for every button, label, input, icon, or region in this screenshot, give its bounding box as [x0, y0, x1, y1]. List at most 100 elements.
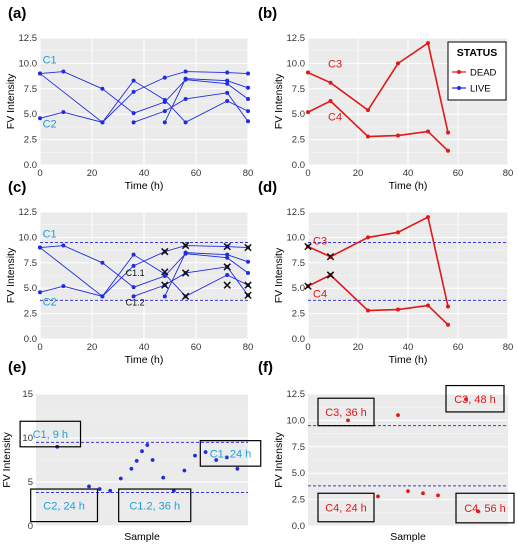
data-point — [225, 78, 230, 83]
x-axis-label: Sample — [124, 531, 160, 543]
annotation-box — [445, 384, 505, 413]
cross-marker — [181, 292, 190, 301]
annotation-box — [199, 440, 262, 467]
series-line — [164, 78, 249, 123]
annotation-box-label: C1.2, 36 h — [129, 500, 180, 512]
data-point — [246, 259, 250, 264]
panel-c: (c) 0.0 2.5 5.0 7.5 10.0 12.5 0 20 40 60 80 Time (h)… — [5, 179, 253, 366]
y-tick-label: 2.5 — [292, 309, 305, 320]
y-axis-label: FV Intensity — [5, 247, 17, 303]
data-point — [436, 493, 440, 498]
x-tick-label: 40 — [139, 168, 150, 179]
series-line — [39, 245, 249, 288]
y-axis-label: FV Intensity — [5, 73, 17, 129]
series-line — [307, 41, 449, 133]
data-point — [225, 98, 230, 103]
data-point — [225, 70, 230, 75]
data-point — [446, 148, 450, 153]
data-point — [162, 109, 167, 114]
data-point — [203, 450, 208, 454]
y-tick-label: 5.0 — [24, 109, 37, 120]
data-point — [38, 116, 42, 121]
data-point — [171, 488, 176, 493]
series-line — [307, 274, 449, 326]
data-point — [224, 455, 229, 460]
data-point — [100, 86, 105, 91]
cross-marker — [181, 269, 190, 277]
data-point — [328, 80, 333, 85]
panel-title: (e) — [8, 359, 26, 376]
panel-d: (d) 0.0 2.5 5.0 7.5 10.0 12.5 0 20 40 60 80 Time (h)… — [258, 179, 513, 366]
x-tick-label: 40 — [403, 342, 414, 353]
data-point — [161, 475, 166, 480]
y-tick-label: 7.5 — [292, 442, 305, 453]
legend-swatch-dot — [457, 70, 461, 74]
cross-marker — [161, 247, 169, 256]
annotation-box — [30, 488, 99, 523]
data-point — [162, 120, 167, 125]
cross-marker — [161, 281, 169, 289]
y-tick-label: 5.0 — [24, 283, 37, 294]
panel-title: (f) — [258, 359, 273, 376]
annotation-box-label: C3, 36 h — [325, 407, 367, 419]
y-tick-label: 7.5 — [292, 258, 305, 269]
y-tick-label: 10.0 — [287, 58, 306, 69]
series-annotation: C3 — [328, 58, 342, 70]
y-tick-label: 10.0 — [19, 58, 38, 69]
y-tick-label: 0.0 — [24, 160, 37, 171]
data-point — [145, 443, 150, 447]
data-point — [131, 263, 136, 268]
data-point — [162, 97, 167, 102]
x-tick-label: 80 — [243, 168, 254, 179]
data-point — [426, 215, 430, 220]
data-point — [246, 96, 250, 101]
x-axis-label: Time (h) — [389, 354, 428, 366]
data-point — [446, 322, 450, 327]
y-tick-label: 7.5 — [24, 258, 37, 269]
annotation-box — [317, 397, 375, 427]
data-point — [346, 418, 350, 423]
annotation-box-label: C1, 9 h — [33, 429, 68, 441]
cross-marker — [244, 291, 252, 300]
data-point — [162, 75, 167, 80]
series-line — [39, 71, 249, 114]
data-point — [246, 109, 250, 114]
data-point — [131, 78, 136, 83]
cross-marker — [161, 268, 169, 276]
y-tick-label: 12.5 — [19, 207, 38, 218]
data-point — [396, 230, 400, 235]
x-tick-label: 0 — [37, 168, 42, 179]
y-tick-label: 12.5 — [19, 33, 38, 44]
data-point — [396, 307, 400, 312]
data-point — [225, 272, 230, 277]
cross-marker — [223, 263, 231, 271]
data-point — [131, 120, 136, 125]
data-point — [306, 110, 310, 115]
x-axis-label: Time (h) — [389, 180, 428, 192]
panel-b: (b) 0.0 2.5 5.0 7.5 10.0 12.5 0 20 40 60 80 Time (h)… — [258, 5, 513, 192]
data-point — [246, 119, 250, 124]
data-point — [129, 466, 134, 471]
series-annotation: C2 — [43, 118, 57, 130]
data-point — [87, 484, 91, 489]
x-tick-label: 20 — [87, 168, 98, 179]
cross-marker — [326, 252, 335, 261]
y-tick-label: 12.5 — [287, 33, 306, 44]
data-point — [100, 120, 105, 125]
y-axis-label: FV Intensity — [273, 432, 285, 488]
data-point — [61, 284, 66, 289]
data-point — [131, 285, 136, 290]
y-tick-label: 10.0 — [287, 415, 306, 426]
x-tick-label: 0 — [305, 342, 310, 353]
annotation-box-label: C1, 24 h — [210, 448, 252, 460]
data-point — [225, 255, 230, 260]
data-point — [108, 488, 113, 493]
y-tick-label: 5.0 — [292, 468, 305, 479]
y-tick-label: 12.5 — [287, 389, 306, 400]
annotation-box — [455, 492, 515, 524]
y-tick-label: 5.0 — [292, 109, 305, 120]
x-axis-label: Time (h) — [125, 180, 164, 192]
y-tick-label: 2.5 — [292, 135, 305, 146]
legend: STATUS DEAD LIVE — [447, 41, 507, 101]
data-point — [235, 466, 240, 471]
